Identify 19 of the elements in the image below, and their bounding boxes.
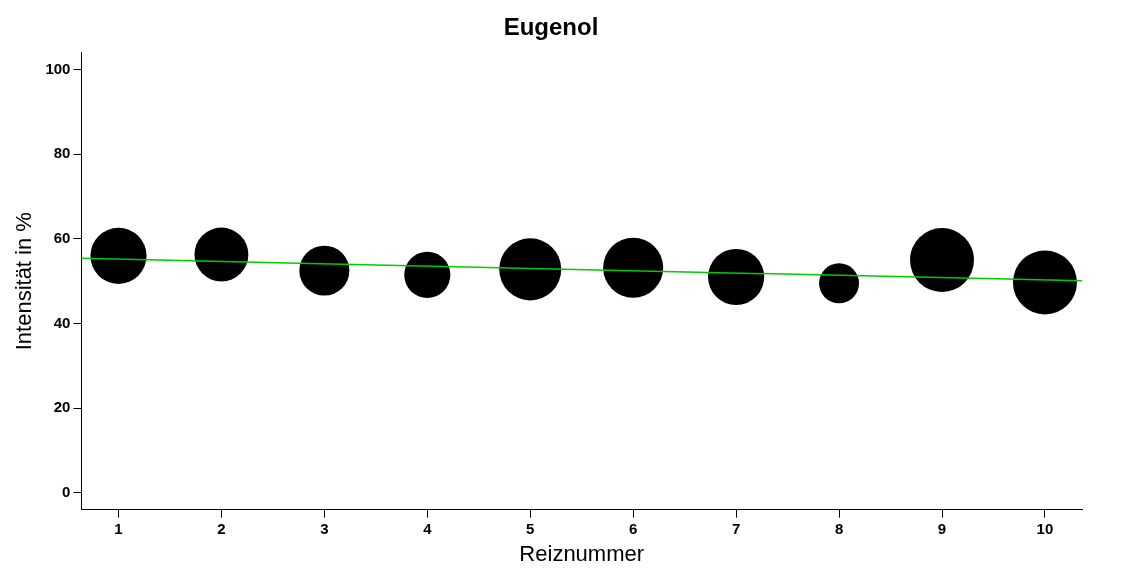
y-tick-label: 20 (53, 398, 71, 416)
y-tick-label: 40 (53, 313, 71, 331)
x-tick-label: 2 (217, 519, 226, 537)
x-tick-label: 5 (526, 519, 535, 537)
x-axis-title: Reiznummer (519, 540, 645, 566)
chart-title: Eugenol (503, 13, 599, 41)
y-tick-label: 80 (53, 144, 71, 162)
x-tick-label: 9 (937, 519, 947, 537)
y-tick-label: 60 (53, 229, 71, 247)
y-tick-label: 100 (45, 59, 71, 77)
x-tick-label: 3 (320, 519, 329, 537)
x-tick-label: 7 (731, 519, 741, 537)
x-tick-label: 10 (1036, 519, 1054, 537)
x-tick-label: 8 (834, 519, 844, 537)
y-axis-title: Intensität in % (11, 212, 37, 351)
x-tick-label: 4 (423, 519, 433, 537)
x-tick-label: 6 (629, 519, 638, 537)
y-tick-label: 0 (62, 482, 71, 500)
x-tick-label: 1 (114, 519, 123, 537)
